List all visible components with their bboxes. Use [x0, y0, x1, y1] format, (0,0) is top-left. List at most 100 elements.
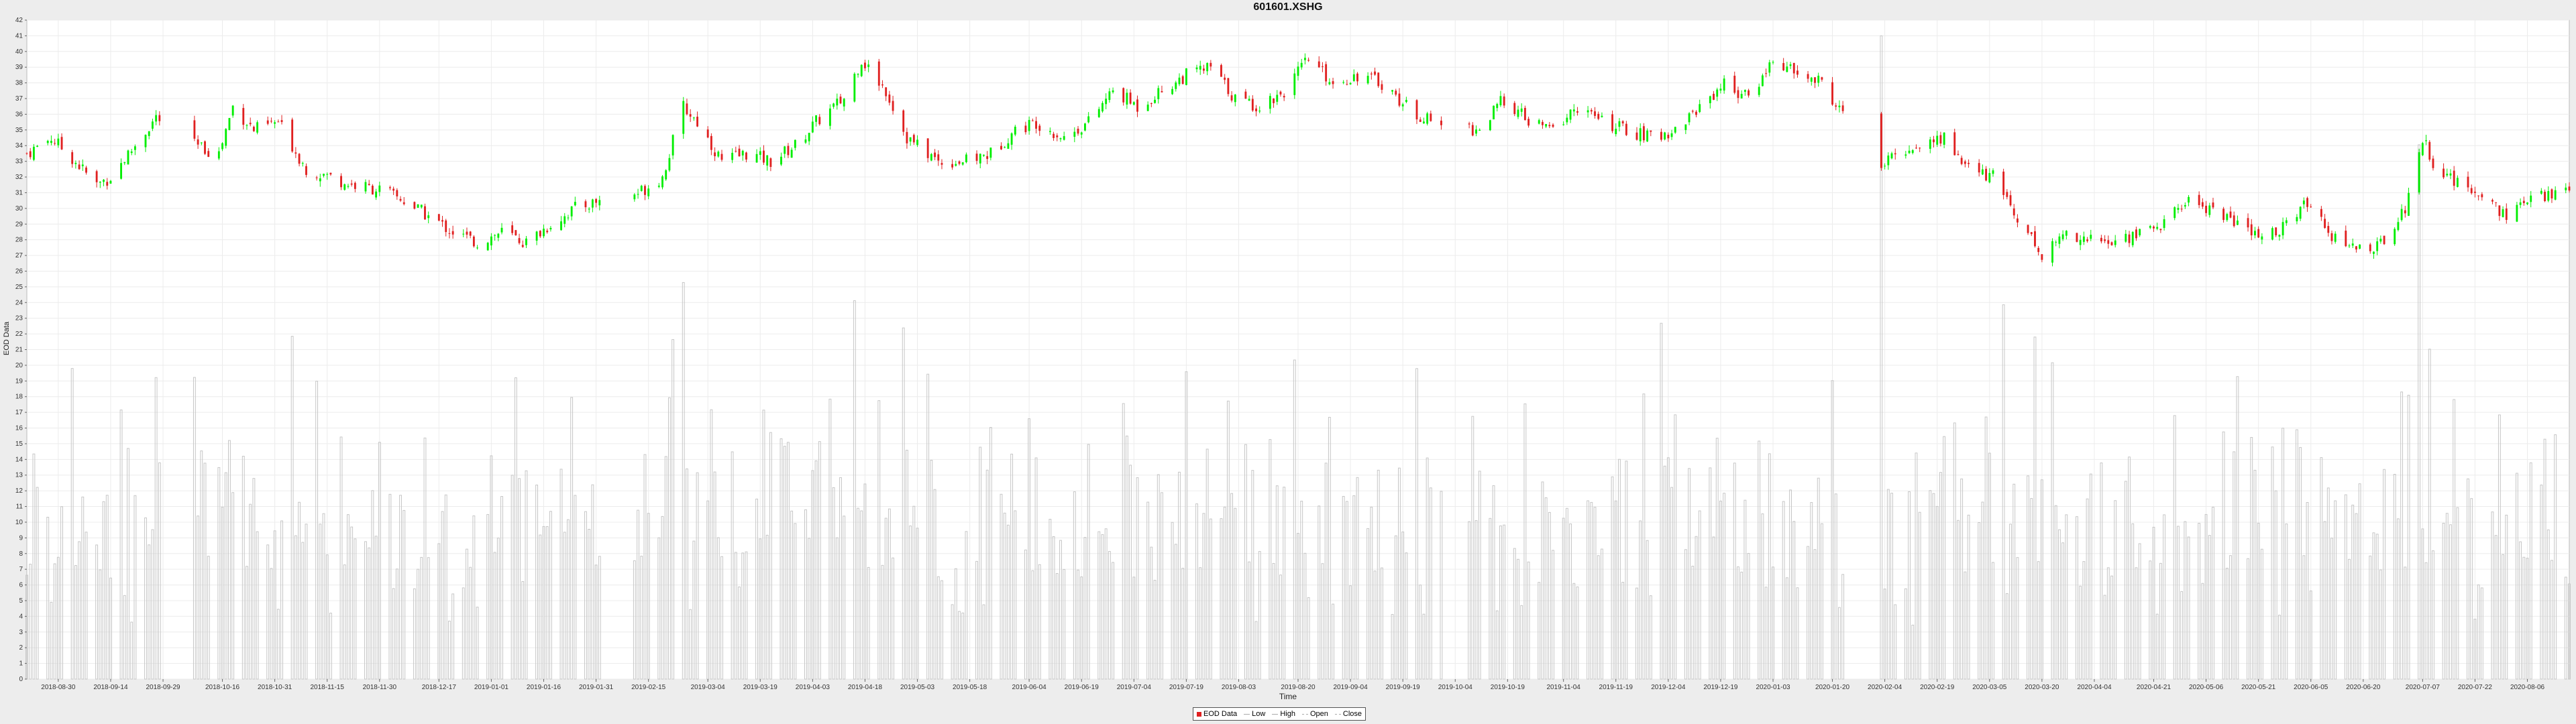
candle-body — [1789, 64, 1792, 66]
volume-bar — [1122, 403, 1125, 680]
candle-body — [1670, 133, 1673, 137]
volume-bar — [2404, 566, 2407, 680]
volume-bar — [1161, 492, 1163, 680]
candle-body — [441, 220, 443, 222]
volume-bar — [1300, 501, 1303, 680]
volume-bar — [2295, 429, 2298, 680]
volume-bar — [256, 531, 259, 680]
candle-body — [305, 166, 307, 175]
candle-body — [1349, 82, 1352, 84]
volume-bar — [99, 569, 102, 680]
volume-bar — [2442, 522, 2445, 680]
candle-body — [155, 115, 158, 122]
volume-bar — [1894, 604, 1897, 680]
volume-bar — [2149, 560, 2152, 680]
volume-bar — [2519, 541, 2522, 680]
volume-bar — [1880, 35, 1883, 680]
volume-bar — [1328, 416, 1331, 680]
candle-body — [1154, 99, 1156, 103]
volume-bar — [2138, 543, 2141, 680]
candle-body — [2376, 241, 2379, 251]
candle-body — [2208, 205, 2211, 215]
candle-body — [1713, 93, 1715, 100]
volume-bar — [1426, 457, 1429, 680]
x-tick-label: 2019-05-18 — [953, 684, 987, 691]
volume-bar — [1381, 567, 1383, 680]
x-tick-label: 2019-08-03 — [1222, 684, 1256, 691]
y-tick-label: 5 — [19, 597, 23, 605]
candle-body — [368, 184, 370, 186]
candle-body — [951, 164, 954, 168]
volume-bar — [2330, 538, 2333, 680]
candle-body — [392, 188, 395, 191]
candle-body — [853, 74, 856, 102]
volume-bar — [1520, 605, 1523, 680]
volume-bar — [1834, 493, 1837, 680]
candle-body — [1038, 125, 1041, 131]
volume-bar — [493, 552, 496, 680]
candle-body — [494, 235, 496, 236]
candle-body — [2090, 235, 2092, 239]
volume-bar — [843, 516, 846, 680]
volume-bar — [228, 440, 231, 680]
candle-body — [2100, 237, 2102, 242]
candle-body — [955, 164, 957, 166]
volume-bar — [961, 612, 965, 680]
candle-body — [57, 138, 60, 145]
candle-body — [885, 87, 888, 97]
volume-bar — [343, 564, 346, 680]
volume-bar — [1125, 435, 1128, 680]
candle-body — [291, 119, 294, 152]
candle-body — [1251, 99, 1254, 111]
candle-body — [906, 131, 908, 143]
candle-body — [1733, 75, 1736, 93]
volume-bar — [563, 532, 566, 680]
volume-bar — [2100, 463, 2103, 680]
candle-body — [2149, 226, 2151, 228]
volume-bar — [469, 566, 472, 680]
x-tick-label: 2019-07-19 — [1169, 684, 1204, 691]
candle-body — [930, 154, 932, 161]
volume-bar — [1576, 586, 1579, 680]
candle-body — [2233, 215, 2235, 227]
candle-body — [2131, 232, 2134, 245]
x-tick-label: 2019-09-04 — [1334, 684, 1368, 691]
y-tick-label: 20 — [15, 362, 23, 369]
candle-body — [1010, 133, 1013, 145]
candle-body — [371, 186, 374, 195]
legend-label-close: Close — [1342, 710, 1362, 718]
candle-body — [1523, 107, 1526, 121]
volume-bar — [1398, 467, 1401, 680]
candle-body — [2006, 192, 2008, 197]
y-tick-label: 23 — [15, 315, 23, 322]
volume-bar — [1495, 610, 1499, 680]
volume-bar — [1014, 510, 1017, 680]
candle-body — [127, 150, 129, 165]
volume-bar — [466, 548, 468, 680]
candle-body — [472, 236, 475, 247]
candle-body — [1181, 76, 1184, 84]
candle-body — [1496, 104, 1499, 109]
candle-body — [2334, 233, 2337, 242]
candle-body — [511, 225, 514, 233]
volume-bar — [2233, 451, 2236, 680]
candle-body — [1053, 133, 1055, 138]
y-tick-label: 33 — [15, 158, 23, 166]
volume-bar — [1283, 487, 1286, 680]
volume-bar — [1674, 414, 1677, 680]
volume-bar — [2396, 518, 2400, 680]
candle-body — [144, 135, 147, 147]
candle-body — [274, 122, 276, 124]
volume-bar — [1275, 485, 1279, 680]
candle-body — [2470, 188, 2473, 194]
volume-bar — [371, 490, 374, 680]
candle-body — [1719, 88, 1722, 91]
candle-body — [2495, 202, 2498, 203]
volume-bar — [1112, 562, 1115, 680]
y-tick-label: 17 — [15, 409, 23, 416]
candle-body — [2254, 231, 2256, 236]
candle-body — [1985, 168, 1988, 181]
candle-body — [29, 151, 32, 158]
volume-bar — [835, 537, 839, 680]
x-tick-label: 2019-07-04 — [1117, 684, 1152, 691]
